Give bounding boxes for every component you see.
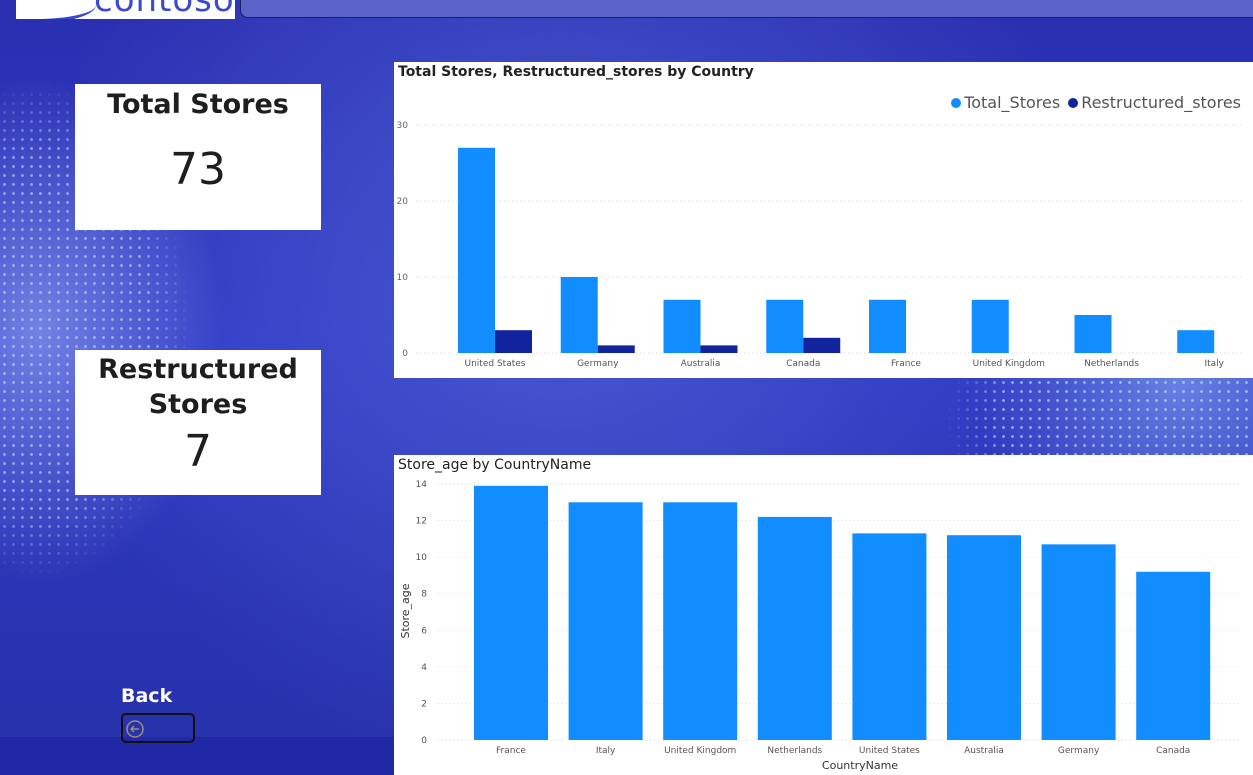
bar-store-age (947, 535, 1021, 740)
x-tick-label: United States (859, 746, 920, 756)
chart1-legend: Total_Stores Restructured_stores (951, 93, 1241, 112)
bar-total (1177, 330, 1215, 353)
legend-item-total: Total_Stores (951, 93, 1060, 112)
bar-store-age (568, 502, 643, 740)
y-tick-label: 10 (416, 553, 428, 563)
bar-store-age (757, 516, 832, 740)
x-tick-label: United Kingdom (973, 359, 1045, 369)
x-tick-label: Germany (1058, 746, 1100, 756)
bar-restructured (495, 330, 532, 353)
legend-dot-restructured (1068, 97, 1079, 108)
x-tick-label: Italy (596, 746, 616, 756)
back-label: Back (121, 685, 173, 707)
x-tick-label: Canada (1156, 746, 1190, 756)
chart1-title: Total Stores, Restructured_stores by Cou… (398, 64, 754, 80)
bar-restructured (700, 345, 738, 353)
bar-store-age (1041, 544, 1116, 740)
logo: contoso (16, 0, 235, 19)
bar-store-age (852, 533, 927, 740)
x-tick-label: Germany (577, 359, 619, 369)
bar-restructured (803, 337, 841, 353)
back-arrow-icon (126, 720, 144, 738)
bar-total (971, 299, 1009, 353)
bottom-strip (0, 737, 395, 775)
legend-label-total: Total_Stores (964, 93, 1061, 112)
y-tick-label: 0 (402, 349, 408, 359)
bar-total (869, 299, 906, 353)
bar-restructured (597, 345, 635, 353)
restructured-stores-title: Restructured Stores (98, 354, 298, 420)
legend-dot-total (951, 97, 962, 108)
y-tick-label: 0 (421, 736, 427, 746)
restructured-stores-value: 7 (184, 426, 212, 477)
y-tick-label: 20 (397, 197, 409, 207)
x-tick-label: France (496, 746, 526, 756)
bar-store-age (663, 502, 738, 740)
bar-total (560, 277, 598, 353)
restructured-stores-card: Restructured Stores 7 (75, 350, 321, 495)
x-tick-label: Australia (964, 746, 1004, 756)
chart2-title: Store_age by CountryName (398, 457, 592, 473)
x-tick-label: Netherlands (1084, 359, 1139, 369)
top-bar (240, 0, 1253, 18)
bar-store-age (1136, 571, 1211, 740)
x-tick-label: Italy (1204, 359, 1224, 369)
back-button[interactable] (121, 713, 195, 743)
legend-label-restructured: Restructured_stores (1081, 93, 1241, 112)
x-axis-label: CountryName (822, 759, 898, 772)
x-tick-label: United Kingdom (664, 746, 736, 756)
y-tick-label: 30 (397, 121, 409, 131)
x-tick-label: Netherlands (767, 746, 822, 756)
x-tick-label: France (891, 359, 921, 369)
y-tick-label: 4 (421, 663, 427, 673)
y-tick-label: 8 (421, 590, 427, 600)
total-stores-card: Total Stores 73 (75, 84, 321, 230)
bar-total (766, 299, 804, 353)
x-tick-label: Canada (786, 359, 820, 369)
y-tick-label: 6 (421, 626, 427, 636)
chart2-plot: 0 2 4 6 8 10 12 14 France Italy United Kingdom Neth… (399, 480, 1242, 772)
bar-total (458, 147, 495, 353)
legend-item-restructured: Restructured_stores (1068, 93, 1241, 112)
bar-total (1074, 315, 1112, 353)
logo-text: contoso (94, 0, 235, 19)
total-stores-value: 73 (170, 144, 226, 195)
y-tick-label: 10 (397, 273, 409, 283)
store-age-chart: Store_age by CountryName 0 2 4 6 8 10 12 14 Fran… (394, 455, 1253, 775)
y-tick-label: 2 (421, 699, 427, 709)
y-axis-label: Store_age (399, 583, 412, 638)
bar-total (663, 299, 701, 353)
bar-store-age (474, 485, 548, 740)
x-tick-label: Australia (681, 359, 721, 369)
y-tick-label: 12 (416, 517, 427, 527)
y-tick-label: 14 (416, 480, 428, 490)
x-tick-label: United States (465, 359, 526, 369)
stores-by-country-chart: Total Stores, Restructured_stores by Cou… (394, 62, 1253, 378)
total-stores-title: Total Stores (107, 89, 289, 120)
chart1-plot: 0 10 20 30 United States Germany Australia Cana… (397, 121, 1242, 369)
